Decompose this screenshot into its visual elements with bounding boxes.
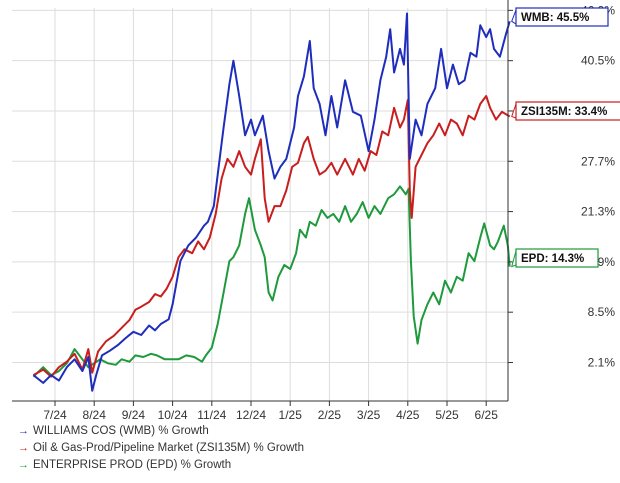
end-label-pointer [510, 250, 517, 268]
x-tick-label: 1/25 [279, 408, 303, 422]
end-label-text: EPD: 14.3% [521, 253, 584, 265]
series-line-epd [32, 185, 511, 378]
x-tick-label: 9/24 [122, 408, 146, 422]
x-tick-label: 12/24 [236, 408, 266, 422]
x-tick-label: 5/25 [435, 408, 459, 422]
legend-item-zsi135m: → Oil & Gas-Prod/Pipeline Market (ZSI135… [18, 439, 304, 456]
x-tick-label: 10/24 [158, 408, 188, 422]
x-axis-ticks: 7/24 8/24 9/24 10/24 11/24 12/24 1/25 2/25 3/25 4… [43, 408, 498, 422]
axes [12, 0, 513, 406]
legend-label-wmb: WILLIAMS COS (WMB) % Growth [33, 424, 209, 437]
series-line-zsi [32, 95, 511, 378]
x-tick-label: 7/24 [43, 408, 67, 422]
y-tick-label: 8.5% [588, 305, 616, 319]
legend-item-wmb: → WILLIAMS COS (WMB) % Growth [18, 422, 304, 439]
legend-label-epd: ENTERPRISE PROD (EPD) % Growth [33, 458, 232, 471]
x-tick-label: 2/25 [318, 408, 342, 422]
legend: → WILLIAMS COS (WMB) % Growth → Oil & Ga… [18, 422, 304, 473]
end-label-box [515, 7, 609, 27]
x-tick-label: 8/24 [83, 408, 107, 422]
legend-item-epd: → ENTERPRISE PROD (EPD) % Growth [18, 456, 304, 473]
legend-arrow-icon: → [18, 424, 29, 437]
y-tick-label: 2.1% [588, 355, 616, 369]
legend-arrow-icon: → [18, 441, 29, 454]
x-tick-label: 11/24 [197, 408, 226, 422]
legend-label-zsi135m: Oil & Gas-Prod/Pipeline Market (ZSI135M)… [33, 441, 304, 454]
grid-lines [12, 8, 508, 401]
end-label-text: WMB: 45.5% [521, 12, 589, 24]
x-tick-label: 4/25 [396, 408, 420, 422]
end-label-pointer [511, 9, 517, 25]
series-line-wmb [32, 12, 511, 392]
series-lines [32, 12, 511, 392]
end-label-wmb: WMB: 45.5% [511, 7, 609, 27]
end-label-box [515, 101, 620, 121]
x-tick-label: 3/25 [357, 408, 381, 422]
y-axis-tick-labels: 2.1%8.5%14.9%21.3%27.7%34.1%40.5%46.9% [581, 3, 615, 369]
y-tick-label: 21.3% [581, 205, 615, 219]
end-label-text: ZSI135M: 33.4% [521, 106, 607, 118]
y-tick-label: 27.7% [581, 154, 615, 168]
end-label-epd: EPD: 14.3% [510, 248, 599, 268]
x-tick-label: 6/25 [475, 408, 499, 422]
end-label-zsi: ZSI135M: 33.4% [511, 101, 620, 121]
end-label-box [515, 248, 599, 268]
series-end-labels: WMB: 45.5% ZSI135M: 33.4% EPD: 14.3% [510, 7, 620, 268]
legend-arrow-icon: → [18, 458, 29, 471]
y-tick-label: 40.5% [581, 54, 615, 68]
